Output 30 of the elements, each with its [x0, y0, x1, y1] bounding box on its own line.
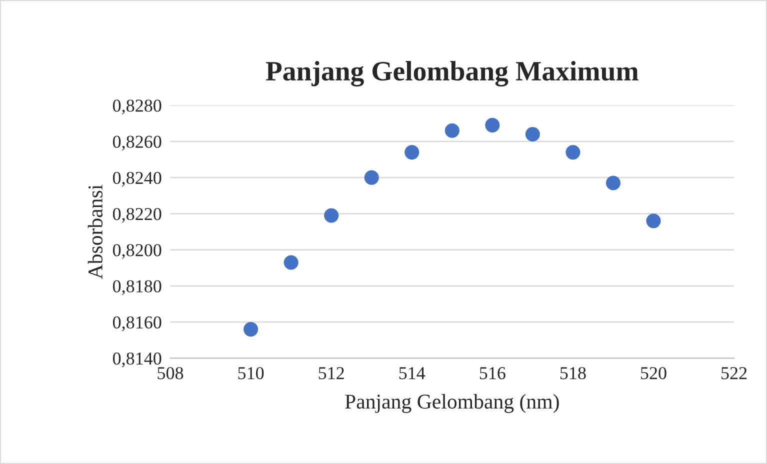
y-tick-label: 0,8220 — [112, 208, 162, 223]
x-axis-title: Panjang Gelombang (nm) — [345, 394, 559, 413]
point — [324, 208, 339, 223]
y-tick-label: 0,8140 — [112, 352, 162, 368]
y-tick-label: 0,8200 — [112, 244, 162, 259]
x-tick-label: 512 — [318, 367, 344, 380]
y-tick-label: 0,8160 — [112, 316, 162, 332]
point — [364, 170, 379, 185]
x-tick-label: 518 — [560, 367, 586, 380]
point — [566, 145, 580, 160]
chart-title: Panjang Gelombang Maximum — [266, 61, 638, 86]
x-tick-label: 516 — [480, 367, 506, 380]
x-tick-label: 522 — [722, 367, 747, 380]
point — [404, 145, 420, 160]
point — [606, 176, 620, 190]
y-tick-label: 0,8180 — [112, 280, 162, 295]
y-axis-title: Absorbansi — [88, 184, 102, 280]
y-tick-label: 0,8280 — [112, 100, 162, 114]
y-tick-label: 0,8240 — [112, 172, 162, 187]
x-tick-label: 520 — [640, 367, 666, 380]
x-tick-label: 508 — [158, 367, 184, 380]
point — [485, 118, 500, 132]
point — [646, 214, 661, 228]
x-tick-label: 510 — [238, 367, 264, 380]
point — [284, 255, 298, 270]
y-tick-label: 0,8260 — [112, 136, 162, 150]
point — [244, 322, 258, 337]
x-tick-label: 514 — [399, 367, 426, 380]
point — [444, 123, 460, 138]
point — [525, 126, 540, 142]
